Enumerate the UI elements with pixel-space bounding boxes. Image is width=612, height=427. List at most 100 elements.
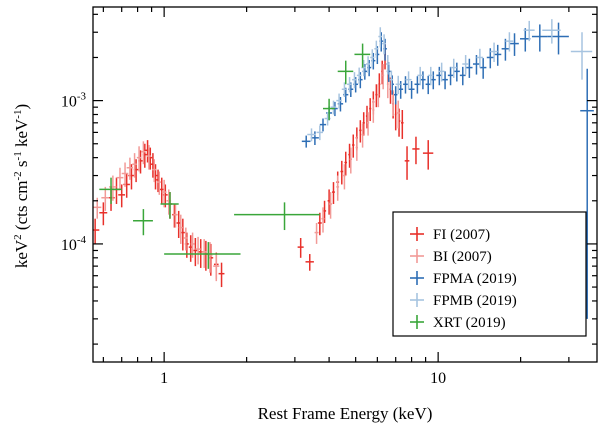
data-point xyxy=(523,20,535,42)
data-point xyxy=(501,38,510,61)
data-point xyxy=(580,68,594,319)
data-point xyxy=(301,135,311,148)
data-point xyxy=(417,66,423,86)
data-point xyxy=(164,242,241,269)
data-point xyxy=(396,100,400,129)
data-point xyxy=(438,62,445,82)
data-point xyxy=(173,203,178,228)
y-tick-label: 10-3 xyxy=(61,91,87,111)
data-point xyxy=(369,98,372,122)
data-point xyxy=(213,254,220,282)
legend-label: BI (2007) xyxy=(433,249,492,265)
data-point xyxy=(297,237,304,258)
data-point xyxy=(355,136,359,161)
data-point xyxy=(316,125,324,141)
data-point xyxy=(420,71,426,90)
data-point xyxy=(392,90,394,117)
data-point xyxy=(505,32,514,52)
data-point xyxy=(337,60,354,85)
data-point xyxy=(126,157,134,180)
data-point xyxy=(414,76,421,94)
legend: FI (2007) BI (2007) FPMA (2019) FPMB (2019)… xyxy=(392,211,587,337)
data-point xyxy=(136,146,142,172)
data-point xyxy=(404,146,410,180)
data-point xyxy=(412,136,420,165)
data-point xyxy=(362,112,365,136)
data-point xyxy=(531,24,548,52)
data-point xyxy=(375,84,378,108)
data-point xyxy=(372,99,375,123)
data-point xyxy=(386,72,389,99)
legend-marker xyxy=(410,271,424,285)
data-point xyxy=(430,71,436,90)
data-point xyxy=(160,192,179,219)
data-point xyxy=(394,101,397,131)
data-point xyxy=(510,33,519,56)
data-point xyxy=(442,71,448,90)
legend-label: FI (2007) xyxy=(433,227,490,243)
data-point xyxy=(389,70,394,91)
data-point xyxy=(330,100,337,115)
data-point xyxy=(490,42,498,62)
legend-marker xyxy=(410,293,424,307)
data-point xyxy=(425,75,431,95)
data-point xyxy=(307,128,316,142)
data-point xyxy=(152,159,157,183)
data-point xyxy=(359,120,362,143)
legend-marker xyxy=(410,315,424,329)
axes-frame: 1 10 10-4 10-3 xyxy=(61,6,598,387)
plot-frame xyxy=(92,6,598,363)
data-point xyxy=(344,151,348,176)
plot-area xyxy=(93,19,594,319)
data-point xyxy=(405,71,412,90)
data-point xyxy=(377,84,380,108)
data-point xyxy=(178,214,183,244)
data-point xyxy=(401,110,404,139)
legend-marker xyxy=(410,249,424,263)
data-point xyxy=(472,55,480,75)
data-point xyxy=(319,118,327,132)
data-point xyxy=(99,177,122,204)
data-point xyxy=(428,66,434,86)
legend-label: FPMA (2019) xyxy=(433,271,517,287)
data-point xyxy=(462,55,469,75)
series-2 xyxy=(93,64,400,282)
data-point xyxy=(118,184,126,208)
data-point xyxy=(340,160,344,185)
data-point xyxy=(356,67,362,85)
data-point xyxy=(234,202,320,231)
data-point xyxy=(183,227,188,251)
data-point xyxy=(121,162,129,187)
data-point xyxy=(459,66,466,86)
data-point xyxy=(195,236,201,265)
legend-box xyxy=(392,211,587,337)
data-point xyxy=(382,64,385,90)
data-point xyxy=(317,212,322,236)
data-point xyxy=(542,19,561,44)
data-point xyxy=(476,48,484,68)
series-3 xyxy=(301,22,594,319)
data-point xyxy=(157,171,162,195)
data-point xyxy=(395,75,401,95)
data-point xyxy=(132,153,137,178)
data-point xyxy=(466,58,473,78)
data-point xyxy=(314,222,319,244)
data-point xyxy=(385,55,390,75)
y-tick-label: 10-4 xyxy=(61,234,87,254)
data-point xyxy=(361,123,364,148)
data-point xyxy=(403,76,408,94)
data-point xyxy=(146,145,151,170)
x-tick-label: 10 xyxy=(430,370,446,387)
data-point xyxy=(343,164,346,190)
data-point xyxy=(93,218,100,244)
data-point xyxy=(332,182,335,204)
data-point xyxy=(99,202,108,226)
data-point xyxy=(159,177,164,204)
data-point xyxy=(193,237,198,267)
data-point xyxy=(447,66,454,86)
data-point xyxy=(450,58,457,78)
data-point xyxy=(208,243,214,276)
data-point xyxy=(570,32,593,80)
data-point xyxy=(336,93,342,109)
